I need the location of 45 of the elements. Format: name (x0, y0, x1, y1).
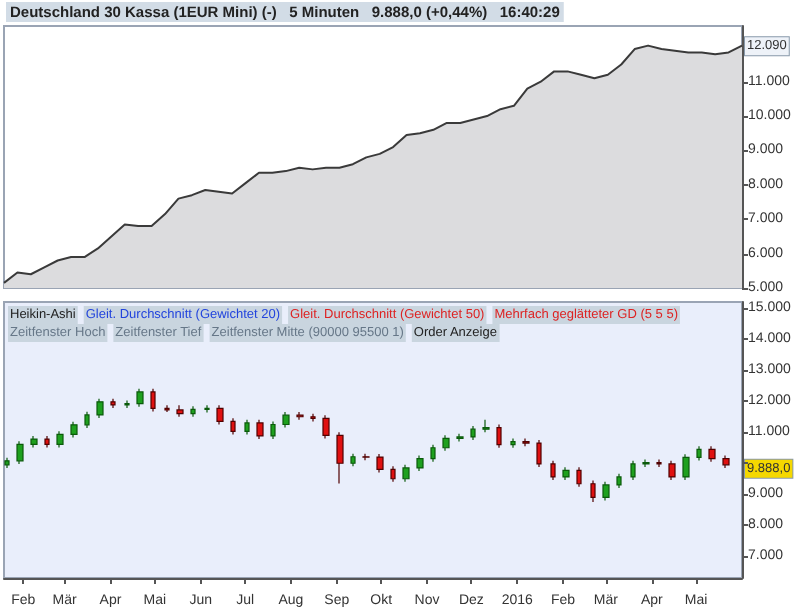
candlestick (70, 421, 78, 439)
candlestick (350, 453, 356, 467)
candlestick (616, 473, 622, 489)
candlestick (430, 444, 436, 463)
candlestick (322, 414, 330, 440)
candlestick (402, 464, 410, 483)
candlestick (16, 440, 24, 465)
candlestick (190, 405, 196, 418)
candlestick (256, 419, 264, 440)
candlestick (668, 460, 676, 481)
candlestick (682, 453, 690, 481)
candlestick (390, 465, 396, 483)
candlestick (176, 404, 184, 418)
candlestick (282, 411, 290, 429)
candlestick (84, 411, 90, 429)
candlestick (244, 419, 250, 436)
candlestick (442, 434, 450, 452)
candlestick (136, 388, 144, 408)
candlestick (470, 425, 476, 441)
candlestick (510, 437, 516, 449)
candlestick (336, 431, 344, 485)
candlestick (630, 460, 636, 481)
candlestick (4, 457, 10, 469)
candlestick (216, 404, 224, 426)
candlestick (590, 480, 596, 503)
candlestick (150, 388, 156, 413)
candlestick (722, 454, 730, 469)
candlestick (496, 423, 502, 449)
candlestick (536, 439, 542, 468)
candlestick (376, 453, 384, 474)
candlestick (56, 430, 64, 449)
candlestick (708, 445, 716, 463)
candlestick (270, 420, 276, 440)
candlestick (30, 435, 38, 449)
candlestick (44, 435, 50, 449)
candlestick (230, 417, 236, 436)
candlestick (482, 419, 490, 433)
candlestick (362, 453, 370, 461)
candlestick (576, 466, 582, 488)
candlestick (550, 460, 556, 481)
candlestick (96, 398, 104, 419)
candlestick (602, 481, 610, 502)
candlestick (562, 466, 570, 481)
candlestick (416, 454, 424, 472)
candlestick (696, 445, 702, 462)
